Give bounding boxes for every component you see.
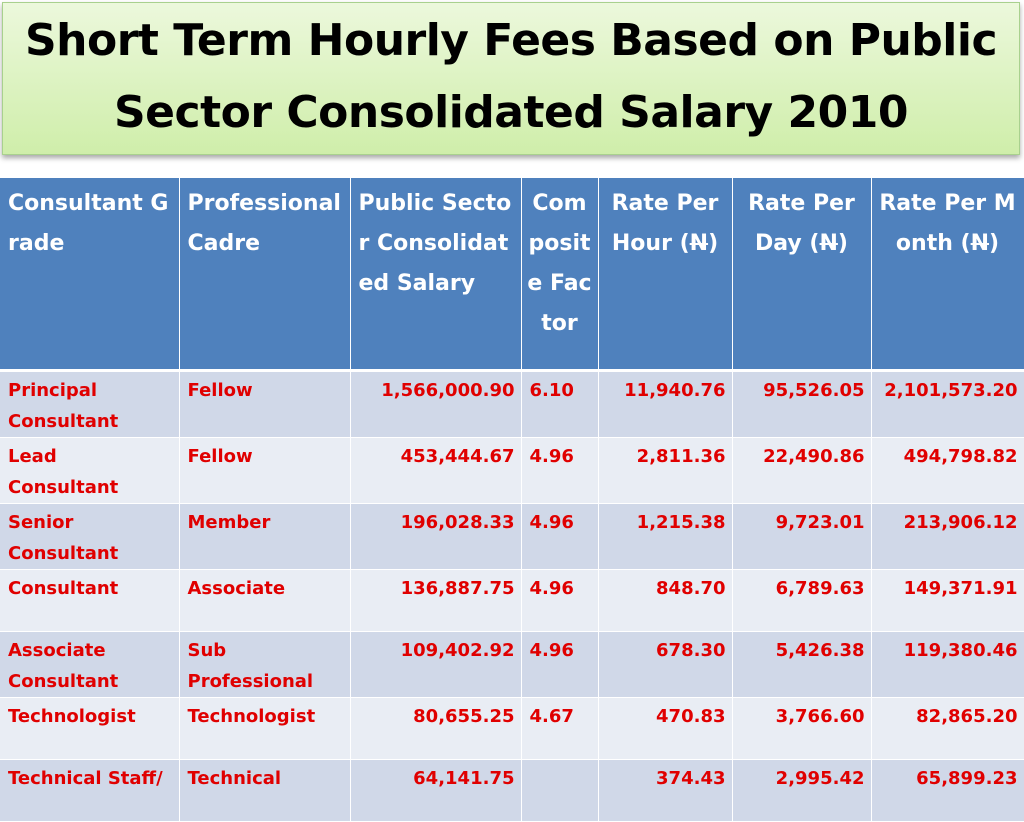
header-close-paren: ) bbox=[837, 231, 848, 256]
cell-rate-hour: 2,811.36 bbox=[598, 437, 733, 504]
header-consolidated-salary: Public Sector Consolidated Salary bbox=[350, 178, 522, 372]
cell-rate-month: 2,101,573.20 bbox=[871, 370, 1024, 438]
cell-cadre: Technologist bbox=[179, 697, 351, 760]
cell-grade: Technical Staff/ bbox=[0, 759, 180, 822]
header-composite-factor: Composite Factor bbox=[521, 178, 599, 372]
cell-salary: 453,444.67 bbox=[350, 437, 522, 504]
cell-rate-month: 65,899.23 bbox=[871, 759, 1024, 822]
header-rate-per-hour: Rate Per Hour (N) bbox=[598, 178, 733, 372]
cell-rate-month: 494,798.82 bbox=[871, 437, 1024, 504]
cell-salary: 196,028.33 bbox=[350, 503, 522, 570]
cell-salary: 80,655.25 bbox=[350, 697, 522, 760]
cell-factor bbox=[521, 759, 599, 822]
cell-rate-day: 22,490.86 bbox=[732, 437, 872, 504]
cell-rate-hour: 11,940.76 bbox=[598, 370, 733, 438]
cell-rate-hour: 678.30 bbox=[598, 631, 733, 698]
cell-rate-day: 5,426.38 bbox=[732, 631, 872, 698]
cell-rate-day: 3,766.60 bbox=[732, 697, 872, 760]
cell-salary: 1,566,000.90 bbox=[350, 370, 522, 438]
header-rate-per-day: Rate Per Day (N) bbox=[732, 178, 872, 372]
cell-factor: 4.67 bbox=[521, 697, 599, 760]
cell-rate-day: 95,526.05 bbox=[732, 370, 872, 438]
naira-symbol: N bbox=[970, 231, 990, 256]
cell-cadre: Technical bbox=[179, 759, 351, 822]
cell-cadre: Associate bbox=[179, 569, 351, 632]
cell-salary: 64,141.75 bbox=[350, 759, 522, 822]
table-row: Consultant Associate 136,887.75 4.96 848… bbox=[0, 569, 1024, 632]
cell-factor: 6.10 bbox=[521, 370, 599, 438]
cell-rate-day: 6,789.63 bbox=[732, 569, 872, 632]
cell-cadre: Fellow bbox=[179, 370, 351, 438]
cell-salary: 136,887.75 bbox=[350, 569, 522, 632]
slide-title-banner: Short Term Hourly Fees Based on Public S… bbox=[2, 2, 1020, 155]
table-row: Senior Consultant Member 196,028.33 4.96… bbox=[0, 503, 1024, 570]
table-row: Technical Staff/ Technical 64,141.75 374… bbox=[0, 759, 1024, 822]
cell-grade: Consultant bbox=[0, 569, 180, 632]
cell-factor: 4.96 bbox=[521, 503, 599, 570]
naira-symbol: N bbox=[819, 231, 838, 256]
cell-salary: 109,402.92 bbox=[350, 631, 522, 698]
table-row: Lead Consultant Fellow 453,444.67 4.96 2… bbox=[0, 437, 1024, 504]
table-row: Technologist Technologist 80,655.25 4.67… bbox=[0, 697, 1024, 760]
fees-table: Consultant Grade Professional Cadre Publ… bbox=[0, 178, 1024, 822]
cell-rate-month: 119,380.46 bbox=[871, 631, 1024, 698]
cell-grade: Technologist bbox=[0, 697, 180, 760]
table-row: Principal Consultant Fellow 1,566,000.90… bbox=[0, 370, 1024, 438]
cell-grade: Principal Consultant bbox=[0, 370, 180, 438]
cell-rate-hour: 848.70 bbox=[598, 569, 733, 632]
cell-factor: 4.96 bbox=[521, 437, 599, 504]
header-rate-per-day-label: Rate Per Day ( bbox=[748, 191, 855, 256]
header-close-paren: ) bbox=[708, 231, 719, 256]
cell-cadre: Sub Professional bbox=[179, 631, 351, 698]
cell-factor: 4.96 bbox=[521, 631, 599, 698]
cell-rate-month: 82,865.20 bbox=[871, 697, 1024, 760]
cell-rate-month: 213,906.12 bbox=[871, 503, 1024, 570]
cell-factor: 4.96 bbox=[521, 569, 599, 632]
header-professional-cadre: Professional Cadre bbox=[179, 178, 351, 372]
table-row: Associate Consultant Sub Professional 10… bbox=[0, 631, 1024, 698]
cell-grade: Associate Consultant bbox=[0, 631, 180, 698]
header-rate-per-month-label: Rate Per Month ( bbox=[879, 191, 1016, 256]
cell-rate-hour: 1,215.38 bbox=[598, 503, 733, 570]
header-rate-per-hour-label: Rate Per Hour ( bbox=[611, 191, 719, 256]
cell-grade: Lead Consultant bbox=[0, 437, 180, 504]
table-header-row: Consultant Grade Professional Cadre Publ… bbox=[0, 178, 1024, 372]
header-consultant-grade: Consultant Grade bbox=[0, 178, 180, 372]
slide-title: Short Term Hourly Fees Based on Public S… bbox=[24, 14, 998, 138]
cell-rate-hour: 374.43 bbox=[598, 759, 733, 822]
cell-rate-day: 2,995.42 bbox=[732, 759, 872, 822]
cell-rate-month: 149,371.91 bbox=[871, 569, 1024, 632]
naira-symbol: N bbox=[689, 231, 709, 256]
cell-cadre: Fellow bbox=[179, 437, 351, 504]
cell-cadre: Member bbox=[179, 503, 351, 570]
cell-rate-hour: 470.83 bbox=[598, 697, 733, 760]
header-close-paren: ) bbox=[989, 231, 1000, 256]
cell-rate-day: 9,723.01 bbox=[732, 503, 872, 570]
header-rate-per-month: Rate Per Month (N) bbox=[871, 178, 1024, 372]
cell-grade: Senior Consultant bbox=[0, 503, 180, 570]
